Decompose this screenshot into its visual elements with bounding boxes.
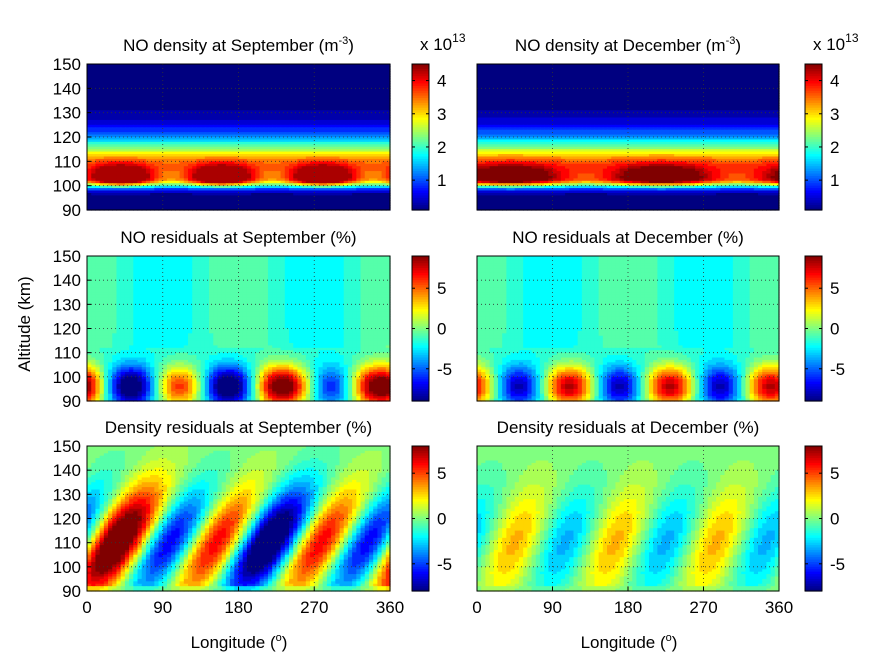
y-tick-label: 100 bbox=[53, 177, 81, 196]
panel-2: NO density at December (m-3)1234x 1013 bbox=[477, 31, 859, 211]
colorbar-tick-label: 4 bbox=[437, 72, 446, 91]
y-tick-label: 120 bbox=[53, 128, 81, 147]
colorbar: 1 2 3 4 bbox=[412, 64, 446, 211]
colorbar-multiplier: x 1013 bbox=[420, 31, 466, 54]
y-tick-label: 90 bbox=[62, 201, 81, 220]
y-tick-label: 140 bbox=[53, 79, 81, 98]
colorbar-tick-label: 1 bbox=[437, 171, 446, 190]
y-tick-label: 110 bbox=[54, 152, 81, 171]
colorbar-tick-label: 2 bbox=[437, 138, 446, 157]
y-tick-label: 150 bbox=[53, 55, 81, 74]
panel-1: 90 100 110 120 130 140 150 NO density at Septem… bbox=[53, 31, 466, 220]
y-tick-label: 130 bbox=[53, 104, 81, 123]
colorbar-tick-label: 3 bbox=[437, 105, 446, 124]
panel-title: NO density at September (m-3) bbox=[123, 35, 354, 55]
